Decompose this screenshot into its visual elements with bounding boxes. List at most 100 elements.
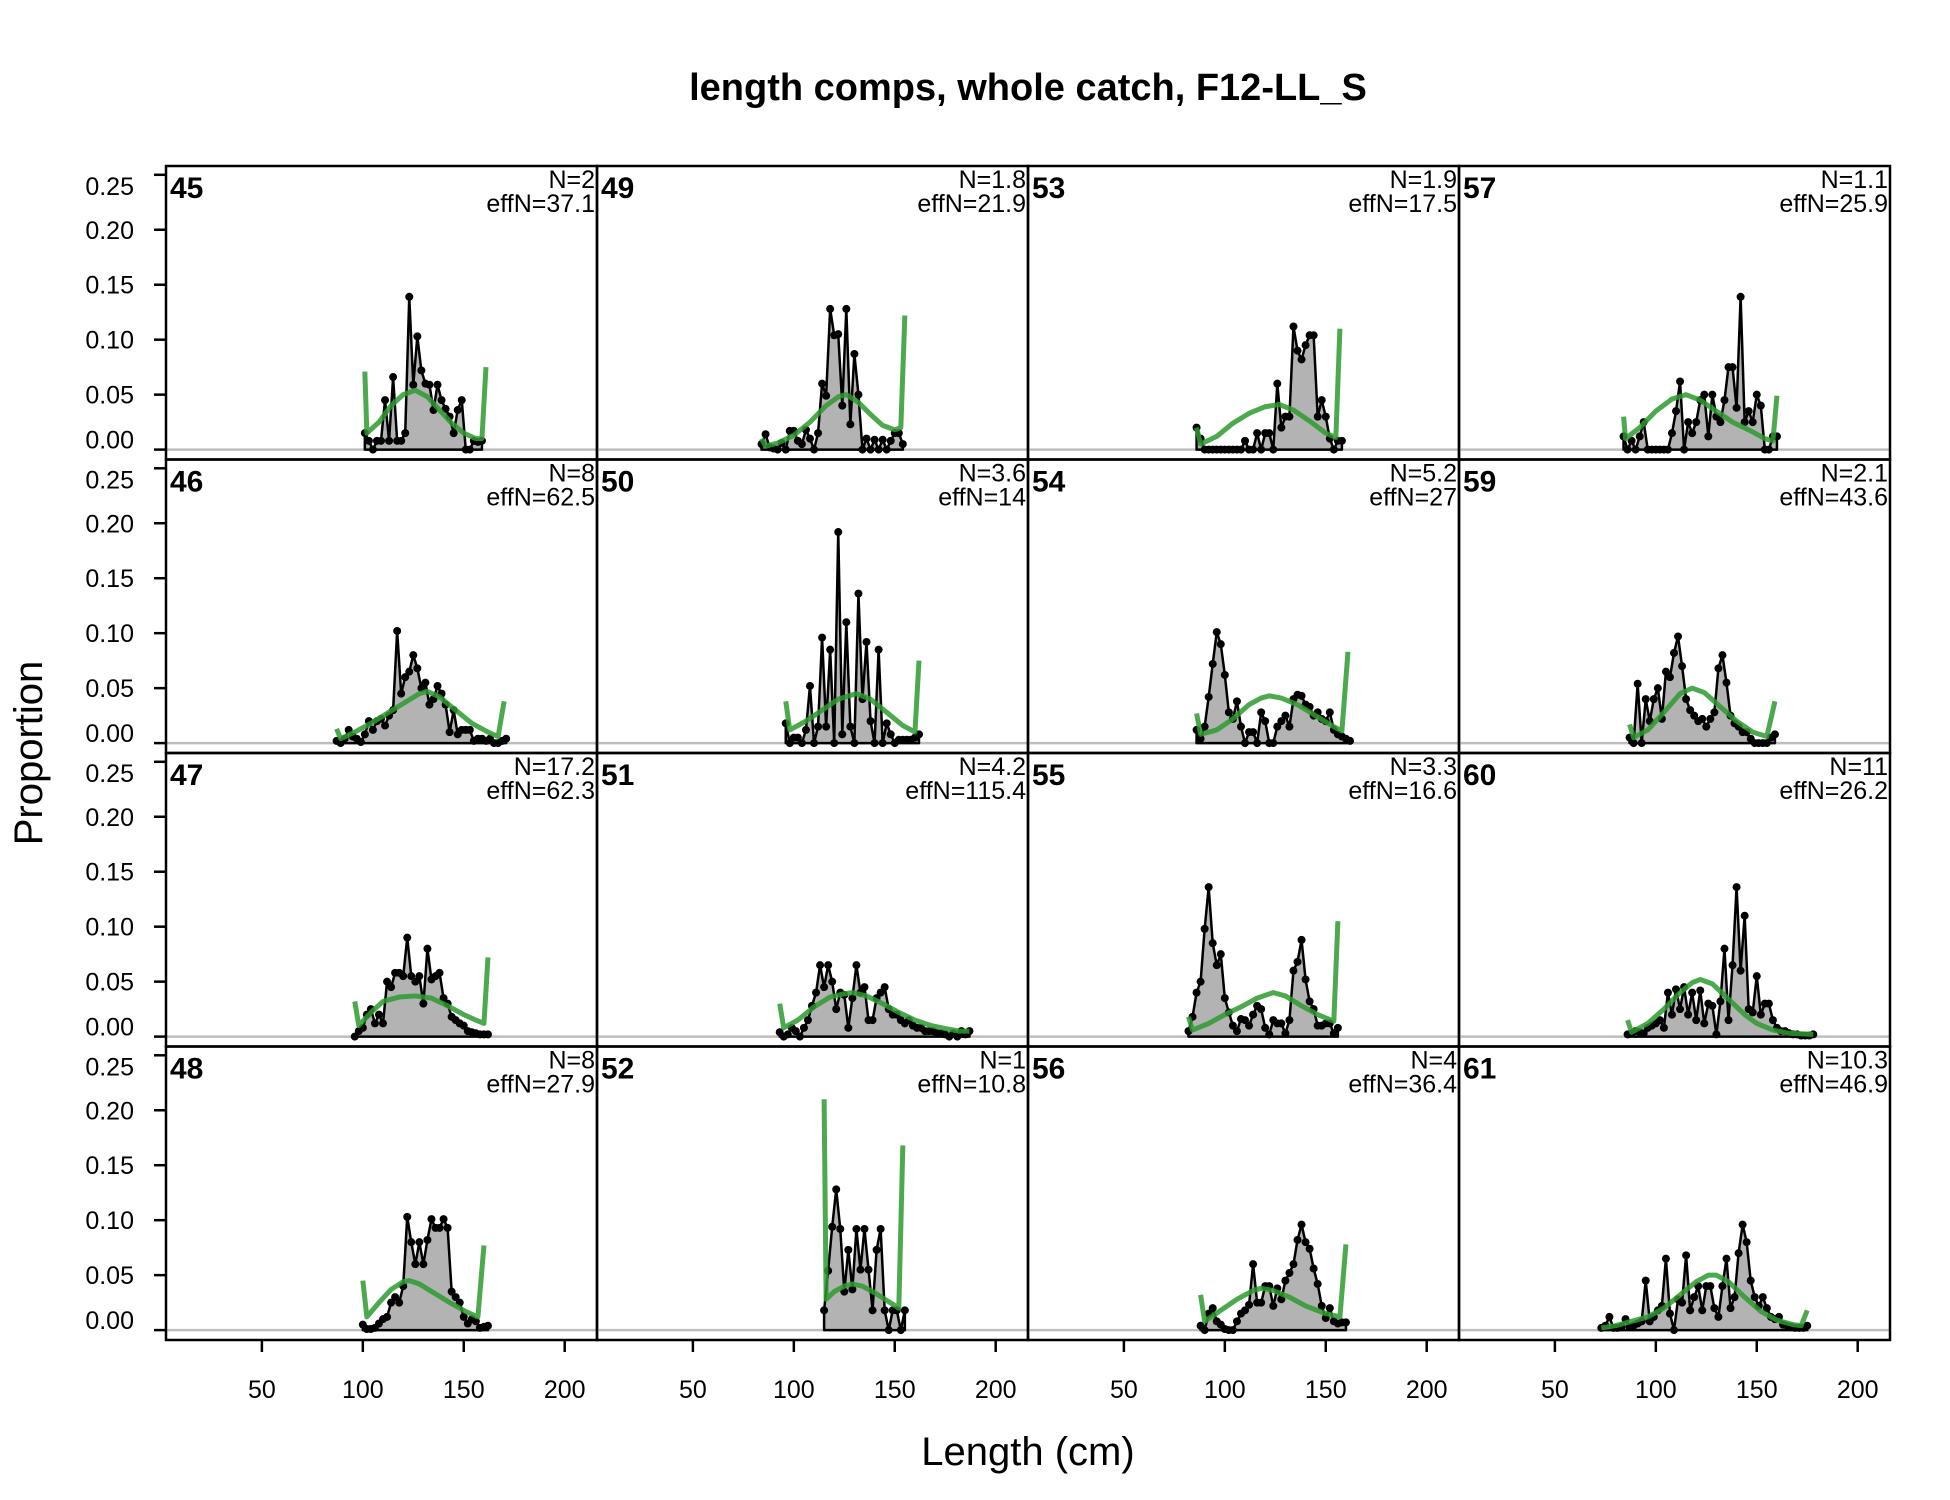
observed-point xyxy=(1665,1309,1674,1318)
observed-point xyxy=(413,664,422,673)
observed-point xyxy=(1200,722,1209,731)
observed-point xyxy=(1720,944,1729,953)
observed-point xyxy=(1746,1276,1755,1285)
observed-point xyxy=(1293,957,1302,966)
x-tick-label: 100 xyxy=(342,1376,384,1404)
expected-line xyxy=(1194,651,1351,737)
observed-point xyxy=(773,445,782,454)
observed-point xyxy=(1700,390,1709,399)
panel-effn-label: effN=46.9 xyxy=(1779,1071,1888,1099)
observed-point xyxy=(1742,1238,1751,1247)
observed-point xyxy=(844,1245,853,1254)
observed-point xyxy=(1297,691,1306,700)
observed-point xyxy=(1245,1021,1254,1030)
y-tick-label: 0.05 xyxy=(85,675,134,703)
observed-point xyxy=(801,725,810,734)
observed-point xyxy=(866,445,875,454)
observed-point xyxy=(826,304,835,313)
observed-point xyxy=(1682,695,1691,704)
observed-point xyxy=(1285,1016,1294,1025)
observed-point xyxy=(822,722,831,731)
observed-point xyxy=(1678,662,1687,671)
observed-point xyxy=(1212,628,1221,637)
observed-point xyxy=(820,983,829,992)
observed-point xyxy=(1309,1264,1318,1273)
observed-point xyxy=(1663,445,1672,454)
observed-point xyxy=(1249,445,1258,454)
observed-point xyxy=(401,673,410,682)
observed-point xyxy=(1696,986,1705,995)
panel-effn-label: effN=43.6 xyxy=(1779,484,1888,512)
observed-point xyxy=(368,445,377,454)
observed-point xyxy=(848,994,857,1003)
observed-point xyxy=(842,304,851,313)
observed-point xyxy=(868,1016,877,1025)
panel-label: 46 xyxy=(170,466,203,499)
observed-point xyxy=(1669,648,1678,657)
observed-point xyxy=(1752,390,1761,399)
observed-point xyxy=(834,330,843,339)
x-tick-label: 50 xyxy=(248,1376,276,1404)
observed-point xyxy=(1208,1304,1217,1313)
observed-point xyxy=(814,722,823,731)
observed-point xyxy=(1305,997,1314,1006)
observed-point xyxy=(1317,396,1326,405)
observed-point xyxy=(1309,331,1318,340)
observed-point xyxy=(805,681,814,690)
observed-point xyxy=(368,725,377,734)
observed-point xyxy=(1700,1019,1709,1028)
observed-point xyxy=(866,717,875,726)
observed-point xyxy=(1756,1010,1765,1019)
panel-n-label: N=3.3 xyxy=(1390,753,1457,781)
observed-point xyxy=(1257,708,1266,717)
observed-point xyxy=(439,994,448,1003)
observed-point xyxy=(1702,722,1711,731)
observed-point xyxy=(417,366,426,375)
y-axis-title: Proportion xyxy=(7,661,51,846)
observed-point xyxy=(1297,355,1306,364)
observed-point xyxy=(1289,966,1298,975)
observed-point xyxy=(1653,684,1662,693)
y-tick-label: 0.05 xyxy=(85,1262,134,1290)
observed-point xyxy=(411,1260,420,1269)
observed-point xyxy=(1192,988,1201,997)
y-tick-label: 0.10 xyxy=(85,1207,134,1235)
y-tick-label: 0.25 xyxy=(85,760,134,788)
observed-point xyxy=(381,721,390,730)
observed-point xyxy=(447,1287,456,1296)
observed-point xyxy=(783,1030,792,1039)
observed-point xyxy=(1655,1016,1664,1025)
observed-point xyxy=(1710,1304,1719,1313)
observed-point xyxy=(1748,1008,1757,1017)
y-tick-label: 0.00 xyxy=(85,720,134,748)
panel-n-label: N=11 xyxy=(1829,753,1888,781)
observed-point xyxy=(785,739,794,748)
observed-point xyxy=(1736,966,1745,975)
observed-point xyxy=(1633,679,1642,688)
panel-frame xyxy=(1457,1045,1892,1342)
observed-point xyxy=(403,1212,412,1221)
observed-point xyxy=(423,1235,432,1244)
observed-point xyxy=(383,977,392,986)
observed-point xyxy=(781,445,790,454)
observed-point xyxy=(453,406,462,415)
observed-point xyxy=(761,430,770,439)
observed-point xyxy=(852,1224,861,1233)
y-tick-label: 0.20 xyxy=(85,510,134,538)
observed-point xyxy=(421,678,430,687)
panel-label: 55 xyxy=(1032,759,1065,792)
observed-point xyxy=(1305,1244,1314,1253)
observed-point xyxy=(1684,1010,1693,1019)
observed-point xyxy=(1208,939,1217,948)
observed-point xyxy=(1740,911,1749,920)
panel-label: 52 xyxy=(601,1053,634,1086)
observed-point xyxy=(1682,1251,1691,1260)
chart-title: length comps, whole catch, F12-LL_S xyxy=(689,67,1367,109)
observed-point xyxy=(1637,739,1646,748)
observed-point xyxy=(407,1238,416,1247)
observed-point xyxy=(1706,1282,1715,1291)
